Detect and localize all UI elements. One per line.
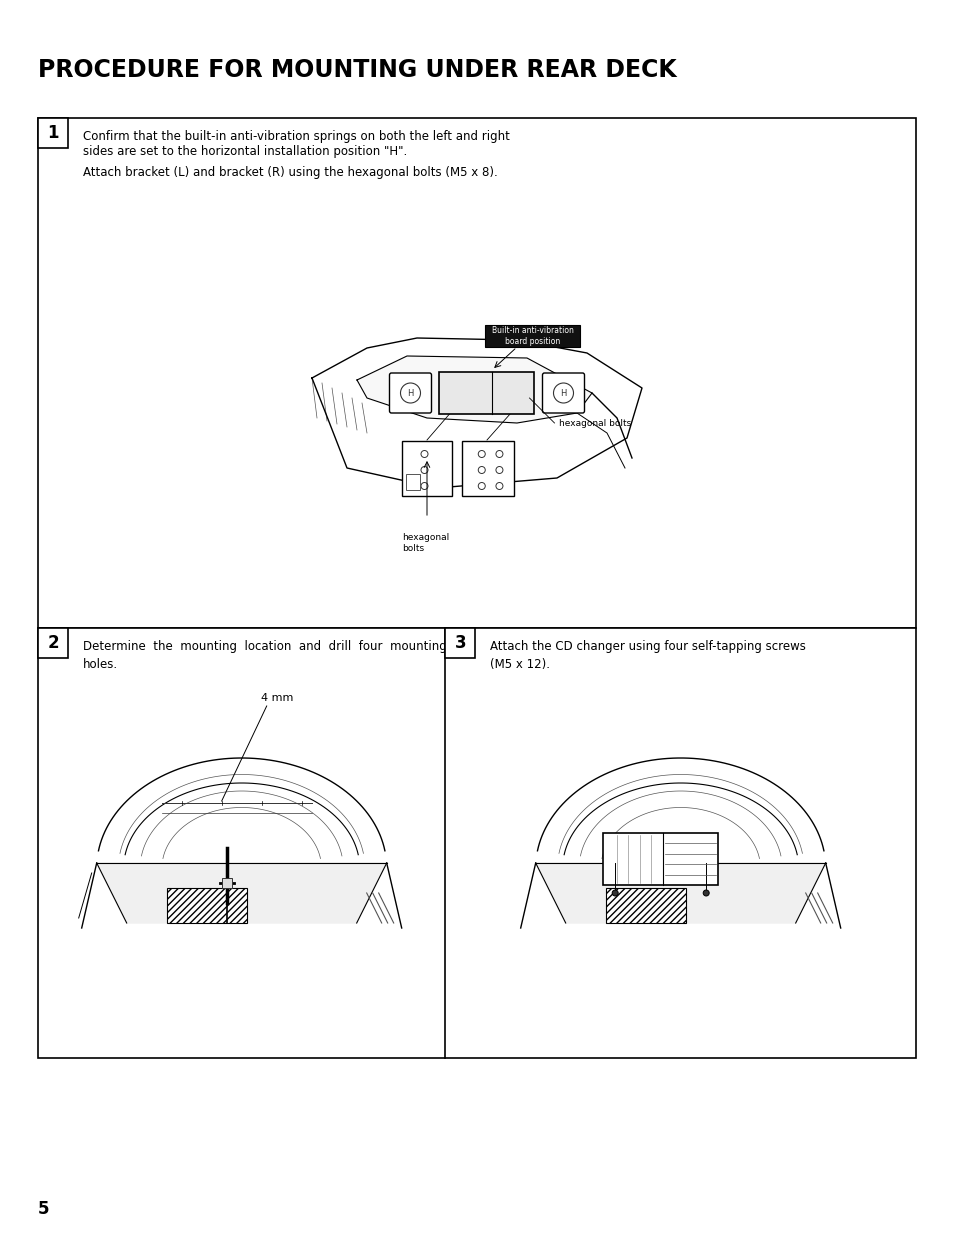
Text: Attach bracket (L) and bracket (R) using the hexagonal bolts (M5 x 8).: Attach bracket (L) and bracket (R) using… (83, 165, 497, 179)
Text: Determine  the  mounting  location  and  drill  four  mounting
holes.: Determine the mounting location and dril… (83, 640, 446, 671)
FancyBboxPatch shape (542, 373, 584, 412)
Bar (484, 325, 579, 347)
FancyBboxPatch shape (389, 373, 431, 412)
Text: 4 mm: 4 mm (260, 693, 293, 703)
Text: 1: 1 (48, 124, 59, 142)
Circle shape (496, 483, 502, 489)
Circle shape (420, 451, 428, 457)
Text: 5: 5 (38, 1200, 50, 1218)
Text: 3: 3 (454, 634, 466, 652)
Circle shape (477, 483, 485, 489)
Text: 2: 2 (47, 634, 59, 652)
Bar (439, 372, 534, 414)
Circle shape (702, 890, 708, 897)
Bar (38, 629, 68, 658)
Bar (38, 629, 915, 1058)
Text: Attach the CD changer using four self-tapping screws
(M5 x 12).: Attach the CD changer using four self-ta… (490, 640, 805, 671)
Bar (461, 441, 514, 496)
Polygon shape (536, 863, 825, 923)
Bar (167, 888, 247, 923)
Text: H: H (407, 389, 414, 398)
Circle shape (477, 451, 485, 457)
Circle shape (420, 483, 428, 489)
Text: hexagonal bolts: hexagonal bolts (558, 419, 631, 427)
Text: H: H (559, 389, 566, 398)
Text: Confirm that the built-in anti-vibration springs on both the left and right: Confirm that the built-in anti-vibration… (83, 130, 509, 143)
Text: hexagonal
bolts: hexagonal bolts (401, 534, 449, 553)
Bar (406, 474, 419, 490)
Bar (602, 832, 718, 885)
Text: sides are set to the horizontal installation position "H".: sides are set to the horizontal installa… (83, 144, 407, 158)
Circle shape (477, 467, 485, 473)
Circle shape (496, 451, 502, 457)
Text: PROCEDURE FOR MOUNTING UNDER REAR DECK: PROCEDURE FOR MOUNTING UNDER REAR DECK (38, 58, 676, 82)
Circle shape (400, 383, 420, 403)
Bar (38, 119, 68, 148)
Bar (605, 888, 685, 923)
Circle shape (496, 467, 502, 473)
Text: Built-in anti-vibration
board position: Built-in anti-vibration board position (491, 326, 573, 346)
Polygon shape (356, 356, 592, 424)
Bar (445, 629, 475, 658)
Polygon shape (96, 863, 386, 923)
Circle shape (420, 467, 428, 473)
Circle shape (612, 890, 618, 897)
Circle shape (553, 383, 573, 403)
Bar (401, 441, 452, 496)
Bar (38, 119, 915, 629)
Bar (221, 878, 232, 888)
